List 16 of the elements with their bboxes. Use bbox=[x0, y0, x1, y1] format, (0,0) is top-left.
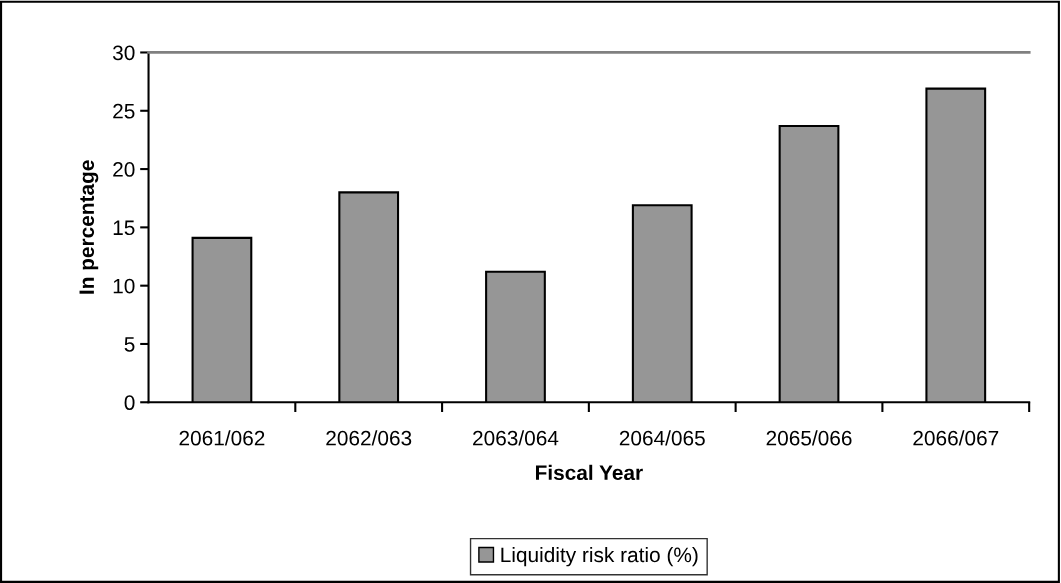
y-tick-label: 0 bbox=[124, 395, 135, 411]
y-tick-label: 30 bbox=[112, 45, 135, 61]
x-tick-label: 2061/062 bbox=[179, 430, 265, 446]
legend-label: Liquidity risk ratio (%) bbox=[501, 546, 698, 567]
x-tick-label: 2063/064 bbox=[473, 430, 559, 446]
y-tick-label: 20 bbox=[113, 162, 135, 177]
y-axis-title: In percentage bbox=[79, 160, 99, 294]
y-tick-label: 15 bbox=[113, 220, 135, 236]
x-tick-label: 2062/063 bbox=[326, 430, 412, 446]
y-tick-label: 5 bbox=[124, 337, 135, 352]
x-axis-title: Fiscal Year bbox=[535, 464, 643, 481]
x-tick-label: 2064/065 bbox=[619, 430, 705, 446]
x-tick-label: 2065/066 bbox=[766, 430, 852, 446]
y-tick-label: 25 bbox=[113, 103, 135, 119]
x-tick-label: 2066/067 bbox=[913, 430, 999, 446]
y-tick-label: 10 bbox=[113, 278, 135, 294]
